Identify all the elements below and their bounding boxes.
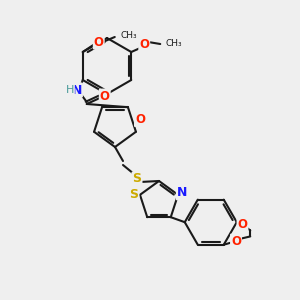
Text: S: S [130,188,139,201]
Text: H: H [66,85,74,95]
Text: CH₃: CH₃ [121,31,137,40]
Text: O: O [135,113,145,126]
Text: CH₃: CH₃ [165,40,182,49]
Text: O: O [94,35,104,49]
Text: O: O [238,218,248,231]
Text: O: O [139,38,149,50]
Text: S: S [133,172,142,185]
Text: N: N [177,186,187,199]
Text: O: O [231,235,241,248]
Text: N: N [72,83,82,97]
Text: O: O [100,89,110,103]
